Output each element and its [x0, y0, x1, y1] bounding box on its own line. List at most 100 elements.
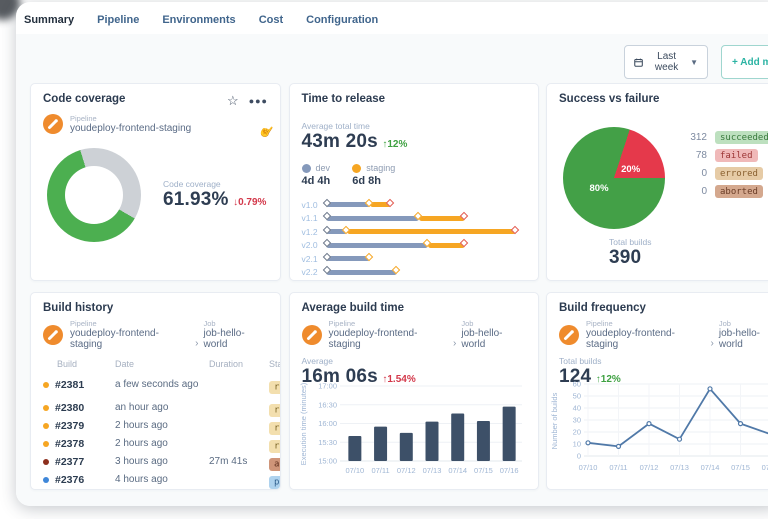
tab-cost[interactable]: Cost	[258, 14, 284, 26]
legend-dot-icon	[301, 163, 311, 173]
background-artifact	[0, 0, 20, 20]
release-row-v1.2: v1.2	[302, 225, 526, 239]
card-title: Build history	[43, 302, 114, 314]
svg-text:0: 0	[577, 452, 581, 461]
svg-text:07/12: 07/12	[640, 463, 659, 472]
svg-text:50: 50	[573, 392, 581, 401]
chevron-right-icon: ›	[195, 338, 199, 349]
status-badge: running	[269, 380, 280, 394]
card-time-to-release[interactable]: Time to release Average total time 43m 2…	[288, 83, 539, 281]
card-build-history[interactable]: Build history Pipeline youdeploy-frontend…	[30, 292, 281, 490]
svg-text:30: 30	[573, 416, 581, 425]
status-legend: 312 succeeded 78 failed 0 errored 0 aborted	[681, 131, 768, 229]
toolbar: Last week ▼ + Add me	[624, 45, 768, 79]
time-to-release-value: 43m 20s	[301, 131, 378, 152]
total-builds-label: Total builds	[609, 237, 652, 247]
card-title: Code coverage	[43, 93, 126, 105]
status-legend-row-errored: 0 errored	[681, 167, 768, 180]
release-row-v2.0: v2.0	[302, 239, 526, 253]
svg-text:17:00: 17:00	[318, 382, 337, 391]
status-badge: aborted	[715, 185, 763, 198]
date-range-label: Last week	[654, 51, 679, 73]
tab-environments[interactable]: Environments	[162, 14, 236, 26]
status-dot-icon	[43, 441, 49, 447]
pipeline-name: youdeploy-frontend-staging	[328, 328, 418, 350]
status-legend-row-failed: 78 failed	[681, 149, 768, 162]
svg-text:07/12: 07/12	[396, 466, 415, 475]
card-success-vs-failure[interactable]: Success vs failure 80% 20% 312 succeeded 7…	[546, 83, 768, 281]
card-code-coverage[interactable]: Code coverage ☆ ●●● Pipeline youdeploy-f…	[30, 83, 281, 281]
status-badge: running	[269, 421, 280, 435]
star-icon[interactable]: ☆	[227, 93, 239, 108]
status-badge: paused	[269, 475, 280, 489]
caret-down-icon: ▼	[690, 57, 699, 67]
card-title: Average build time	[301, 302, 404, 314]
card-title: Build frequency	[559, 302, 646, 314]
svg-text:Execution time (minutes): Execution time (minutes)	[299, 382, 308, 465]
status-dot-icon	[43, 459, 49, 465]
release-row-v1.0: v1.0	[302, 198, 526, 212]
job-label: Job	[718, 319, 731, 328]
pipeline-icon	[43, 114, 63, 134]
metric-label: Code coverage	[163, 179, 221, 189]
svg-text:07/11: 07/11	[371, 466, 389, 475]
date-range-button[interactable]: Last week ▼	[624, 45, 709, 79]
build-frequency-line-chart: Number of builds 0 10 20 30 40 50 60 07/10 07/11 0…	[549, 377, 768, 489]
release-row-v2.1: v2.1	[302, 252, 526, 266]
build-time-bar-chart: Execution time (minutes) 15:00 15:30 16:00 1…	[296, 377, 526, 489]
release-legend: dev 4d 4h staging 6d 8h	[301, 163, 526, 187]
col-date: Date	[115, 358, 135, 369]
svg-text:16:30: 16:30	[318, 400, 337, 409]
svg-text:20: 20	[573, 428, 581, 437]
svg-text:Number of builds: Number of builds	[550, 392, 559, 449]
card-build-frequency[interactable]: Build frequency Pipeline youdeploy-fronte…	[546, 292, 768, 490]
svg-text:07/16: 07/16	[499, 466, 518, 475]
col-status: Status	[269, 358, 280, 369]
status-legend-row-succeeded: 312 succeeded	[681, 131, 768, 144]
add-metric-button[interactable]: + Add me	[721, 45, 768, 79]
svg-text:15:30: 15:30	[318, 438, 337, 447]
legend-dev: dev 4d 4h	[301, 163, 331, 187]
tab-pipeline[interactable]: Pipeline	[97, 14, 140, 26]
pipeline-icon	[43, 324, 63, 345]
svg-text:07/15: 07/15	[474, 466, 493, 475]
svg-text:60: 60	[573, 380, 581, 389]
coverage-delta: ↓0.79%	[233, 197, 267, 208]
cards-grid: Code coverage ☆ ●●● Pipeline youdeploy-f…	[30, 83, 768, 490]
nav-tabs: Summary Pipeline Environments Cost Configura…	[16, 2, 768, 37]
svg-text:07/11: 07/11	[609, 463, 627, 472]
more-icon[interactable]: ●●●	[248, 96, 268, 106]
svg-text:07/13: 07/13	[670, 463, 689, 472]
status-badge: succeeded	[715, 131, 768, 144]
total-builds-value: 390	[609, 247, 642, 268]
status-badge: running	[269, 439, 280, 453]
card-title: Time to release	[301, 93, 386, 105]
pie-label-red: 20%	[621, 163, 641, 175]
pipeline-name: youdeploy-frontend-staging	[70, 123, 192, 134]
avg-build-time-value: 16m 06s	[301, 366, 378, 387]
chevron-right-icon: ›	[710, 338, 714, 349]
legend-staging: staging 6d 8h	[352, 163, 396, 187]
build-frequency-delta: ↑12%	[595, 374, 621, 385]
pie-label-green: 80%	[589, 183, 609, 195]
status-dot-icon	[43, 477, 49, 483]
svg-text:07/14: 07/14	[701, 463, 720, 472]
status-dot-icon	[43, 423, 49, 429]
svg-text:07/10: 07/10	[345, 466, 364, 475]
app-window: Summary Pipeline Environments Cost Configura…	[16, 2, 768, 506]
card-average-build-time[interactable]: Average build time Pipeline youdeploy-fro…	[288, 292, 539, 490]
status-badge: running	[269, 403, 280, 417]
card-title: Success vs failure	[559, 93, 660, 105]
job-name: job-hello-world	[461, 328, 503, 350]
chevron-right-icon: ›	[453, 338, 457, 349]
status-badge: errored	[715, 167, 763, 180]
tab-configuration[interactable]: Configuration	[306, 14, 379, 26]
